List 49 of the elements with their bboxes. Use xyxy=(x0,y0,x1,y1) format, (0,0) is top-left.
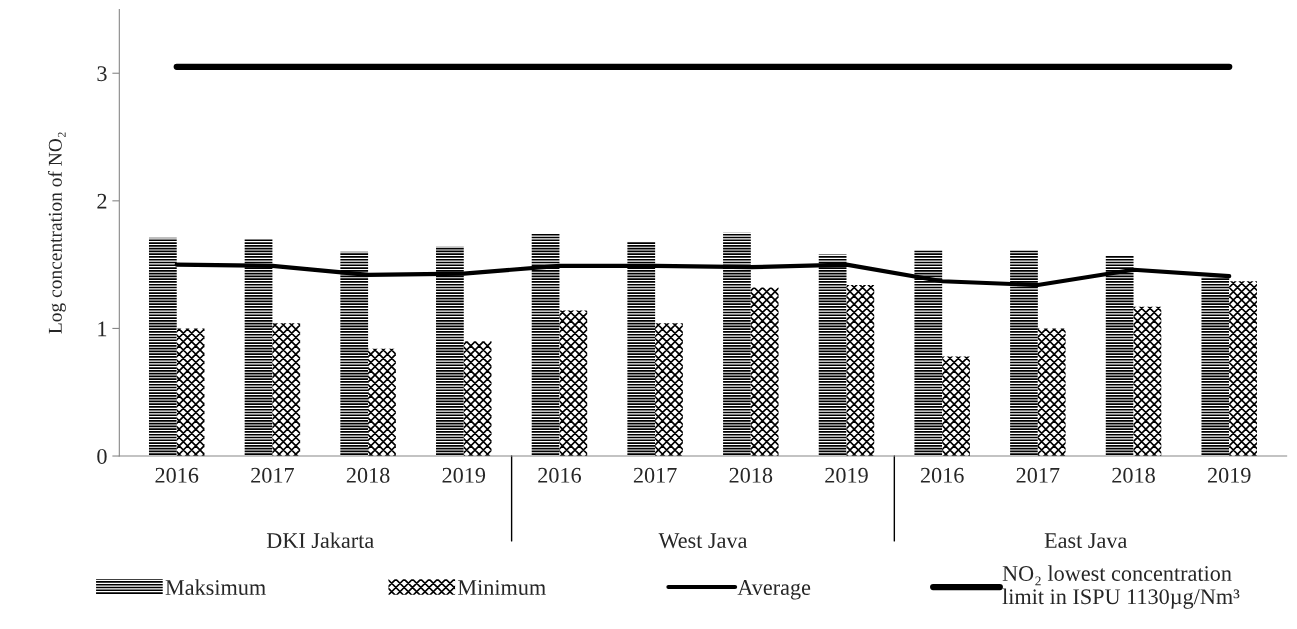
x-tick-label: 2017 xyxy=(633,467,677,483)
bar xyxy=(1037,328,1066,457)
x-tick-label: 2019 xyxy=(1207,467,1251,483)
bar xyxy=(272,323,301,457)
bar xyxy=(244,239,273,457)
legend-label: NO₂ lowest concentration limit in ISPU 1130µg/Nm³ xyxy=(1002,565,1240,609)
bar xyxy=(148,237,177,457)
bar xyxy=(463,341,492,457)
bar xyxy=(340,251,369,457)
legend-label: Minimum xyxy=(457,580,546,595)
x-tick-label: 2019 xyxy=(825,467,868,483)
x-tick-label: 2018 xyxy=(346,467,390,483)
bar xyxy=(723,232,751,457)
text: East Java xyxy=(1044,533,1128,549)
bar xyxy=(368,348,396,457)
y-axis-title: Log concentration of NO₂ xyxy=(47,132,66,334)
x-tick-label: 2018 xyxy=(729,467,773,483)
x-tick-label: 2017 xyxy=(251,467,294,483)
bar xyxy=(1010,250,1038,457)
text: West Java xyxy=(658,533,748,549)
bar xyxy=(914,250,943,457)
bar xyxy=(1229,281,1257,457)
text: DKI Jakarta xyxy=(266,532,374,549)
legend-label: Maksimum xyxy=(165,579,266,595)
bar xyxy=(176,328,205,457)
bar xyxy=(750,287,779,457)
line-series xyxy=(174,262,1232,288)
x-tick-label: 2016 xyxy=(155,467,199,483)
x-tick-label: 2016 xyxy=(538,467,582,483)
x-tick-label: 2018 xyxy=(1112,467,1155,483)
bar xyxy=(655,323,683,457)
bar xyxy=(559,310,588,457)
y-tick-label: 2 xyxy=(97,193,107,209)
y-tick-label: 1 xyxy=(98,321,107,337)
x-tick-label: 2016 xyxy=(920,467,964,483)
bar xyxy=(942,356,970,457)
bar xyxy=(846,285,875,457)
bar xyxy=(818,254,847,457)
bar xyxy=(1201,277,1230,457)
x-tick-label: 2019 xyxy=(442,467,486,483)
x-tick-label: 2017 xyxy=(1016,467,1060,483)
bar xyxy=(627,241,656,457)
bar xyxy=(1133,306,1162,457)
bar xyxy=(436,246,464,457)
y-tick-label: 3 xyxy=(97,66,107,82)
bar xyxy=(1105,255,1134,457)
bar xyxy=(531,234,560,457)
y-tick-label: 0 xyxy=(97,448,107,464)
legend-label: Average xyxy=(737,580,811,600)
